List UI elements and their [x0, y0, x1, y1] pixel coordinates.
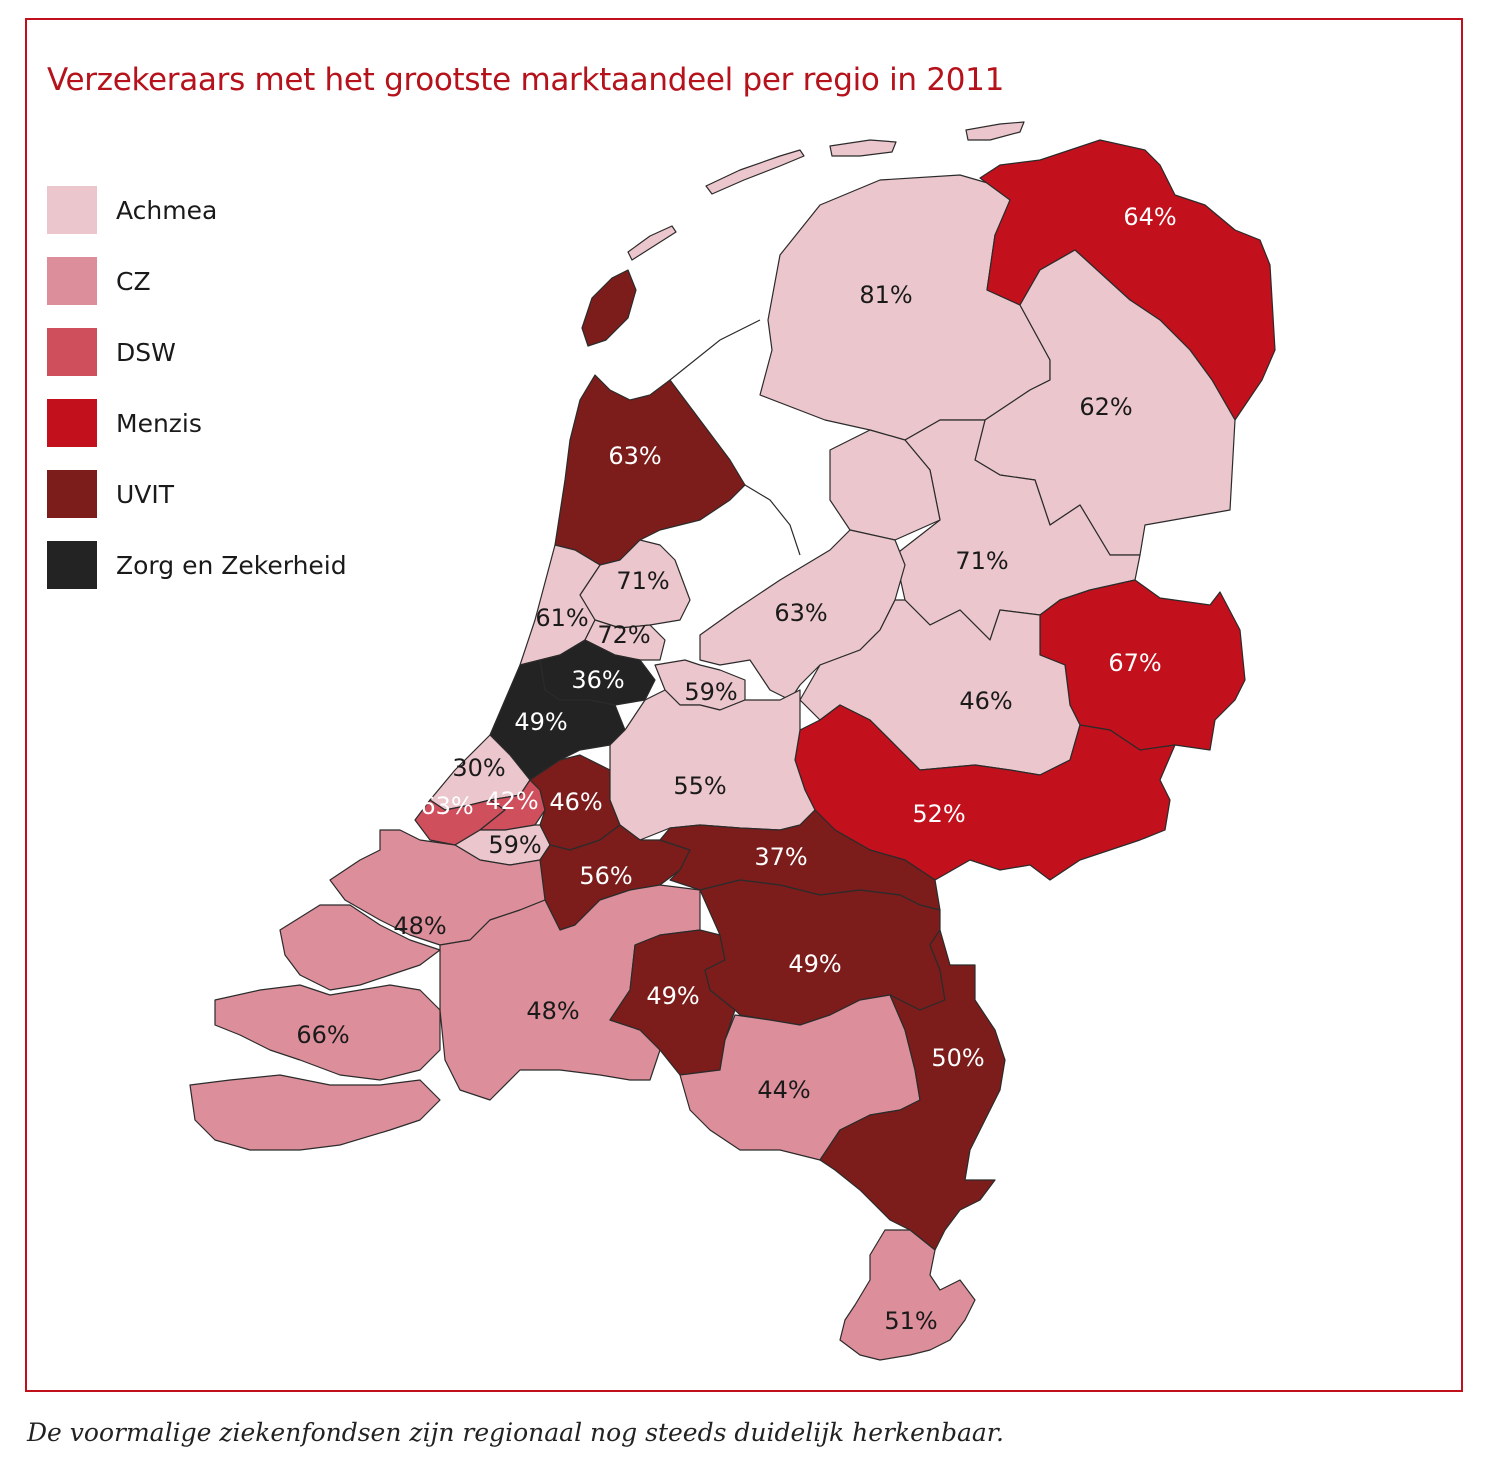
map-caption: De voormalige ziekenfondsen zijn regiona… — [27, 1418, 1004, 1447]
region-label-flevoland: 63% — [774, 599, 827, 627]
region-label-west-brabant: 48% — [526, 997, 579, 1025]
region-label-gelderland-noord: 46% — [959, 687, 1012, 715]
legend-label-zez: Zorg en Zekerheid — [116, 551, 347, 580]
legend-swatch-cz — [47, 257, 97, 305]
region-label-drenthe: 62% — [1079, 393, 1132, 421]
map-frame — [25, 18, 1463, 1392]
map-title: Verzekeraars met het grootste marktaande… — [47, 62, 1005, 98]
region-label-zuid-holland-eilanden: 48% — [393, 912, 446, 940]
legend-label-dsw: DSW — [116, 338, 176, 367]
region-label-noord-limburg: 50% — [931, 1044, 984, 1072]
region-zeeland — [214, 984, 441, 1081]
legend-swatch-achmea — [47, 186, 97, 234]
legend-swatch-uvit — [47, 470, 97, 518]
region-noord-holland-noord — [554, 374, 746, 566]
region-label-den-haag: 30% — [452, 754, 505, 782]
region-label-amsterdam: 72% — [597, 621, 650, 649]
region-label-twente: 67% — [1108, 649, 1161, 677]
region-label-rotterdam: 59% — [488, 831, 541, 859]
region-noord-limburg — [819, 929, 1006, 1251]
legend-swatch-menzis — [47, 399, 97, 447]
region-label-zoetermeer: 42% — [485, 787, 538, 815]
region-label-oost-brabant: 44% — [757, 1076, 810, 1104]
legend-label-uvit: UVIT — [116, 480, 175, 509]
afsluitdijk-line — [669, 319, 761, 381]
legend-label-menzis: Menzis — [116, 409, 202, 438]
legend-label-cz: CZ — [116, 267, 151, 296]
region-label-zeeland: 66% — [296, 1021, 349, 1049]
island-ameland — [829, 139, 897, 157]
region-label-drechtsteden: 56% — [579, 862, 632, 890]
region-label-zuid-limburg: 51% — [884, 1307, 937, 1335]
afsluitdijk-lines — [669, 319, 801, 556]
region-label-nijmegen: 49% — [788, 950, 841, 978]
region-label-gooi: 59% — [684, 678, 737, 706]
region-zeeland-islands — [279, 904, 441, 991]
region-label-zaanstreek: 71% — [616, 567, 669, 595]
region-utrecht — [609, 689, 816, 841]
region-label-noord-holland-noord: 63% — [608, 442, 661, 470]
region-zuid-limburg — [839, 1229, 976, 1361]
legend-swatch-dsw — [47, 328, 97, 376]
region-label-utrecht: 55% — [673, 772, 726, 800]
region-zeeuws-vlaanderen — [189, 1074, 441, 1151]
island-terschelling — [705, 149, 805, 195]
region-label-delft: 63% — [420, 792, 473, 820]
island-vlieland — [627, 225, 677, 261]
region-label-groningen: 64% — [1123, 203, 1176, 231]
region-label-rivierenland: 37% — [754, 843, 807, 871]
ijsselmeer-coast-line — [744, 484, 801, 556]
region-label-amstelland: 36% — [571, 666, 624, 694]
region-label-friesland: 81% — [859, 281, 912, 309]
region-label-kennemerland: 61% — [535, 604, 588, 632]
legend-label-achmea: Achmea — [116, 196, 218, 225]
region-label-achterhoek: 52% — [912, 800, 965, 828]
region-label-gouda: 46% — [549, 788, 602, 816]
island-texel — [581, 269, 637, 347]
region-noordoostpolder — [829, 429, 941, 541]
region-label-leiden: 49% — [514, 708, 567, 736]
region-label-den-bosch: 49% — [646, 982, 699, 1010]
legend-swatch-zez — [47, 541, 97, 589]
island-schiermonnikoog — [965, 121, 1025, 141]
region-label-overijssel-west: 71% — [955, 547, 1008, 575]
region-den-bosch — [609, 929, 736, 1076]
